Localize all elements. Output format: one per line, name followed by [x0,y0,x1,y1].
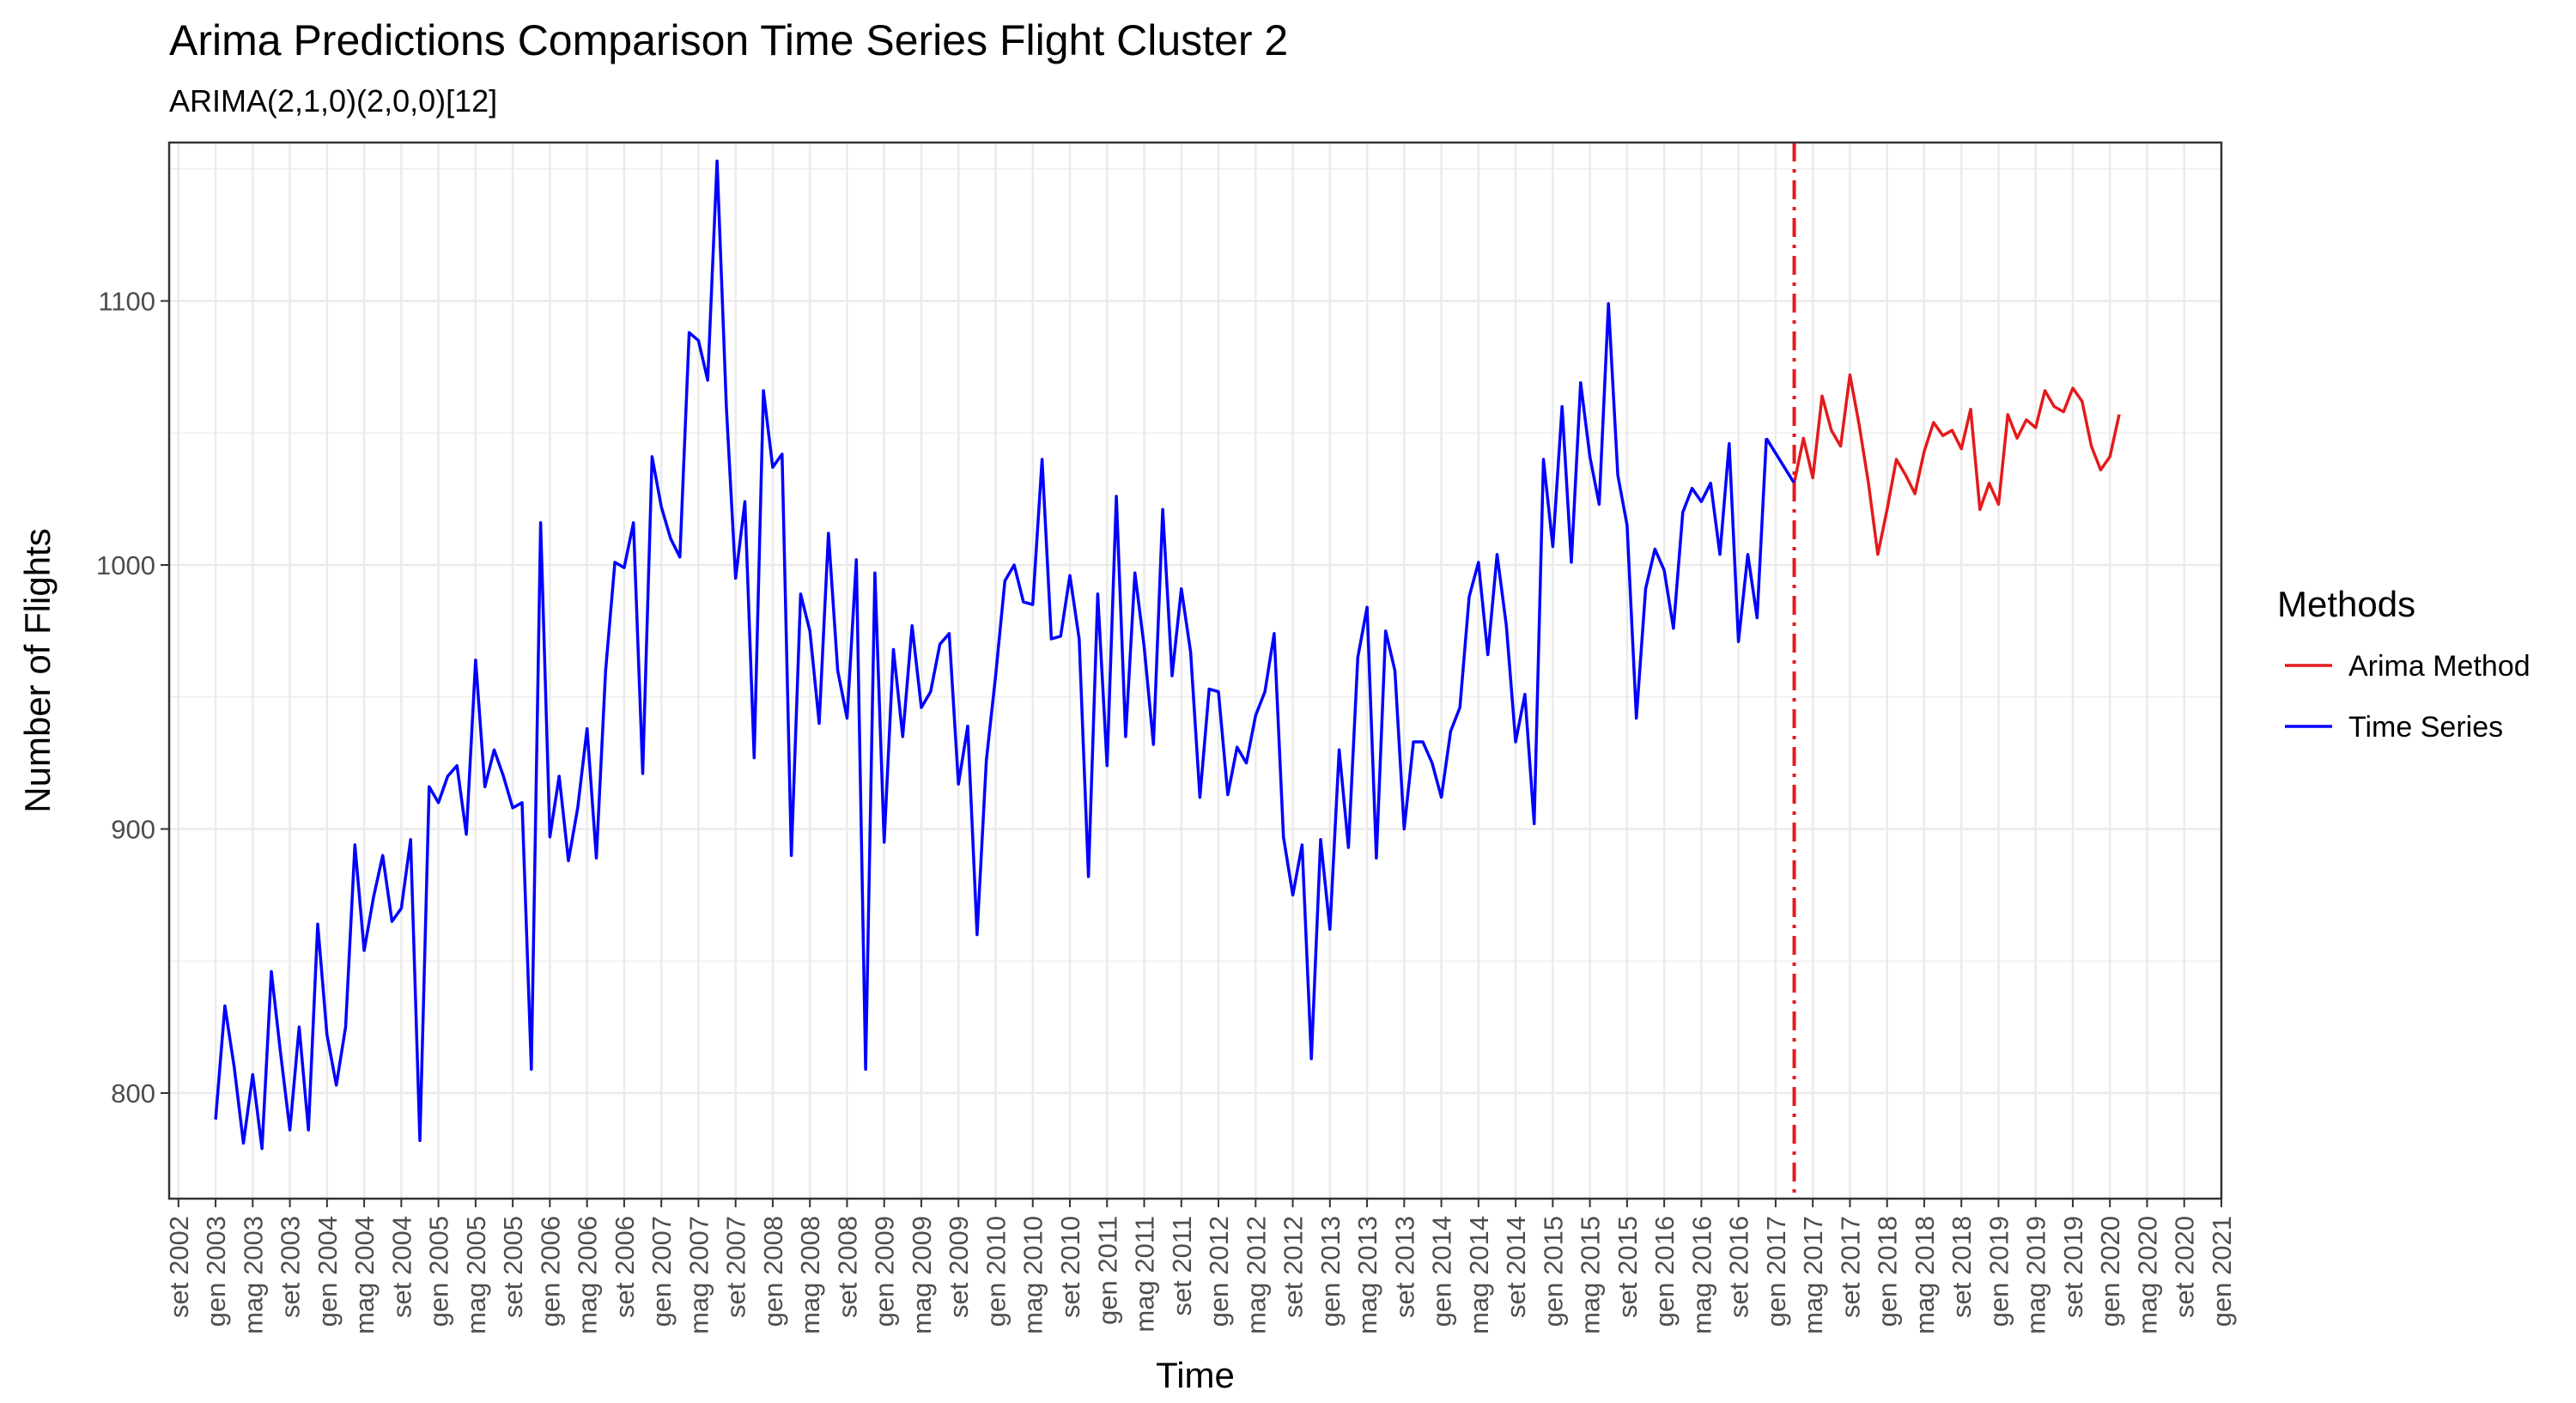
x-tick-label: set 2002 [164,1216,194,1318]
x-tick-label: gen 2018 [1873,1216,1903,1327]
x-tick-label: gen 2005 [424,1216,454,1327]
x-tick-label: gen 2004 [313,1216,343,1327]
x-tick-label: set 2006 [610,1216,640,1318]
x-tick-label: set 2017 [1835,1216,1865,1318]
x-tick-label: gen 2016 [1649,1216,1680,1327]
x-tick-label: gen 2013 [1315,1216,1346,1327]
y-tick-label: 900 [111,815,155,845]
x-tick-label: set 2010 [1055,1216,1085,1318]
y-tick-label: 1000 [96,550,155,580]
series-line-arima-method [1792,373,2121,556]
x-tick-label: set 2013 [1389,1216,1419,1318]
x-tick-label: set 2011 [1167,1216,1197,1316]
chart-title: Arima Predictions Comparison Time Series… [169,16,1288,64]
x-tick-label: mag 2010 [1018,1216,1048,1334]
x-tick-label: set 2014 [1501,1216,1531,1318]
x-tick-label: set 2005 [498,1216,528,1318]
x-tick-label: mag 2008 [795,1216,825,1334]
x-tick-label: gen 2009 [870,1216,900,1327]
x-tick-label: mag 2019 [2021,1216,2051,1334]
x-tick-label: set 2008 [832,1216,862,1318]
plot-panel-border [167,141,2223,1200]
x-tick-label: gen 2010 [981,1216,1011,1327]
x-tick-label: mag 2006 [573,1216,603,1334]
x-tick-label: mag 2018 [1910,1216,1940,1334]
x-tick-label: gen 2006 [535,1216,565,1327]
legend-label-arima: Arima Method [2348,650,2530,683]
y-axis-title: Number of Flights [17,528,58,812]
x-tick-label: gen 2008 [758,1216,788,1327]
x-tick-label: mag 2007 [683,1216,714,1334]
y-axis-ticks: 800 900 1000 1100 [96,287,169,1108]
y-tick-label: 1100 [98,287,155,317]
x-tick-label: gen 2011 [1092,1216,1122,1325]
x-tick-label: set 2007 [721,1216,751,1318]
x-tick-label: mag 2011 [1130,1216,1160,1333]
x-axis-title: Time [1156,1355,1235,1395]
x-tick-label: set 2009 [944,1216,974,1318]
x-tick-label: mag 2003 [238,1216,268,1334]
x-tick-label: mag 2012 [1241,1216,1271,1334]
x-axis-ticks: set 2002 gen 2003 mag 2003 set 2003 gen 2004… [164,1199,2237,1334]
x-tick-label: set 2016 [1724,1216,1754,1318]
x-tick-label: gen 2003 [201,1216,231,1327]
x-tick-label: mag 2014 [1464,1216,1494,1334]
legend: Methods Arima Method Time Series [2277,584,2530,744]
x-tick-label: mag 2015 [1576,1216,1606,1334]
chart-subtitle: ARIMA(2,1,0)(2,0,0)[12] [169,83,497,118]
x-tick-label: set 2012 [1279,1216,1309,1318]
legend-label-time-series: Time Series [2348,711,2503,744]
legend-title: Methods [2277,584,2415,624]
x-tick-label: gen 2019 [1984,1216,2014,1327]
grid [169,143,2223,1199]
x-tick-label: set 2015 [1613,1216,1643,1318]
x-tick-label: set 2018 [1947,1216,1977,1318]
y-tick-label: 800 [111,1078,155,1108]
x-tick-label: mag 2004 [349,1216,380,1334]
x-tick-label: gen 2017 [1761,1216,1791,1327]
x-tick-label: gen 2021 [2207,1216,2237,1327]
x-tick-label: set 2004 [386,1216,416,1318]
x-tick-label: mag 2009 [907,1216,937,1334]
x-tick-label: gen 2014 [1427,1216,1457,1327]
x-tick-label: set 2003 [276,1216,306,1318]
x-tick-label: mag 2020 [2132,1216,2162,1334]
x-tick-label: gen 2012 [1204,1216,1234,1327]
x-tick-label: mag 2005 [461,1216,491,1334]
series-line-time-series [214,159,1768,1151]
x-tick-label: mag 2016 [1686,1216,1716,1334]
x-tick-label: set 2019 [2058,1216,2088,1318]
series-connector [1765,437,1796,484]
x-tick-label: gen 2015 [1538,1216,1568,1327]
x-tick-label: set 2020 [2170,1216,2200,1318]
series-lines [214,159,2121,1151]
x-tick-label: gen 2007 [647,1216,677,1327]
x-tick-label: mag 2013 [1352,1216,1382,1334]
x-tick-label: gen 2020 [2095,1216,2125,1327]
x-tick-label: mag 2017 [1798,1216,1828,1334]
